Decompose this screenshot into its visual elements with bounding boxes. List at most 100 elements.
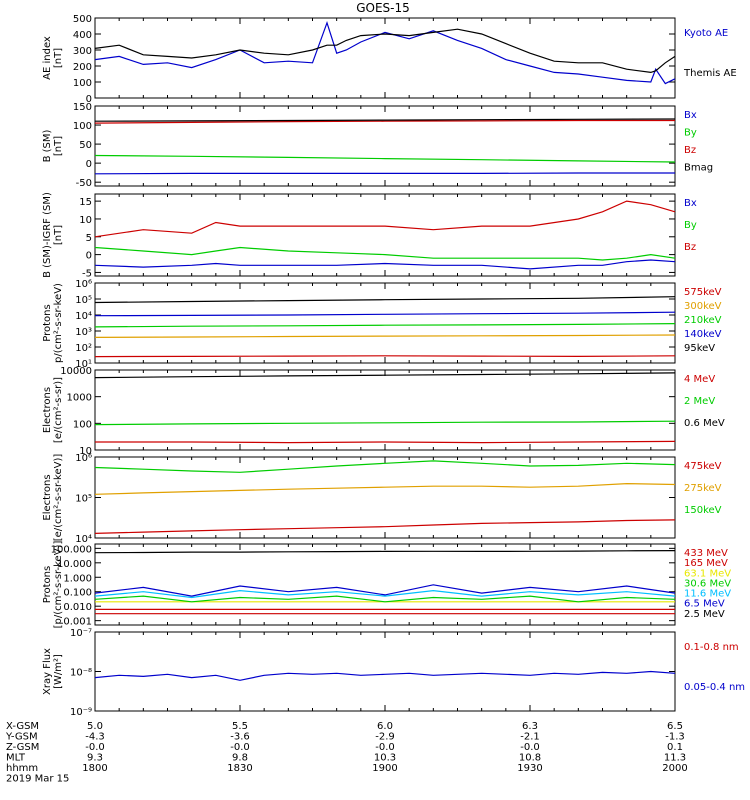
y-tick-label: 10²: [75, 343, 92, 354]
y-tick-label: 5: [86, 233, 92, 244]
y-tick-label: 0: [86, 159, 92, 170]
panel-6: 10⁴ 10⁵ 10⁶ Electrons [e/(cm²-s-sr-keV)] 475k…: [42, 453, 722, 545]
legend-label-2: 165 MeV: [684, 558, 728, 569]
series-line-2: [94, 482, 676, 495]
time-axis-footer: X-GSM 5.0 5.5 6.0 6.3 6.5 Y-GSM -4.3 -3.6 -2.9 -2.…: [5, 721, 688, 785]
y-tick-label: 15: [79, 197, 92, 208]
footer-value: 9.8: [232, 753, 248, 764]
y-axis-label: [nT]: [53, 225, 64, 245]
panel-frame: [94, 631, 676, 712]
y-axis-label: [p/(cm²-s-sr-keV)]: [53, 541, 64, 629]
y-axis-label: Protons: [42, 566, 53, 603]
footer-row-label: X-GSM: [6, 721, 39, 732]
footer-row-label: Z-GSM: [6, 742, 39, 753]
legend-label-3: Bz: [684, 145, 696, 156]
y-tick-label: 500: [73, 14, 92, 25]
y-tick-label: 10⁵: [75, 295, 92, 306]
y-tick-label: 10⁴: [75, 311, 92, 322]
legend-label-7: 2.5 MeV: [684, 609, 725, 620]
panel-frame: [94, 456, 676, 539]
y-tick-label: 0: [86, 94, 92, 105]
footer-value: -1.3: [665, 732, 685, 743]
y-tick-label: 100: [73, 78, 92, 89]
series-line-1: [94, 20, 676, 85]
legend-label-4: 30.6 MeV: [684, 578, 731, 589]
series-line-2: [94, 670, 676, 681]
footer-value: 9.3: [87, 753, 103, 764]
series-line-1: [94, 519, 676, 534]
y-tick-label: 0.001: [63, 617, 92, 628]
legend-label-6: 6.5 MeV: [684, 599, 725, 610]
y-tick-label: 10⁴: [75, 534, 92, 545]
y-axis-label: B (SM): [42, 129, 53, 162]
legend-label-3: Bz: [684, 242, 696, 253]
footer-value: 1900: [372, 763, 397, 774]
y-tick-label: 10⁻⁹: [70, 707, 92, 718]
y-tick-label: 200: [73, 62, 92, 73]
y-tick-label: 150: [73, 102, 92, 113]
series-line-1: [94, 172, 675, 175]
series-line-2: [94, 420, 676, 426]
series-line-3: [94, 372, 676, 379]
series-line-5: [94, 589, 676, 599]
footer-date: 2019 Mar 15: [6, 774, 69, 785]
legend-label-2: 2 MeV: [684, 396, 715, 407]
y-tick-label: 50: [79, 140, 92, 151]
legend-label-3: 63.1 MeV: [684, 568, 731, 579]
y-tick-label: 10⁶: [75, 279, 92, 290]
y-axis-label: Protons: [42, 304, 53, 341]
panel-8: 10⁻⁹ 10⁻⁸ 10⁻⁷ Xray Flux [W/m²] 0.1-0.8 nm 0.0…: [42, 628, 745, 718]
y-tick-label: 400: [73, 30, 92, 41]
y-axis-label: Electrons: [42, 474, 53, 520]
series-line-3: [94, 323, 676, 328]
y-axis-label: p/(cm²-s-sr-keV): [53, 283, 64, 363]
legend-label-2: By: [684, 220, 697, 231]
y-axis-label: B (SM)-IGRF (SM): [42, 192, 53, 278]
footer-value: -0.0: [375, 742, 395, 753]
panel-frame: [94, 282, 676, 364]
figure-title: GOES-15: [356, 1, 410, 15]
footer-value: -4.3: [85, 732, 105, 743]
series-line-1: [94, 355, 676, 358]
panel-frame: [94, 543, 676, 626]
footer-value: 6.0: [377, 721, 393, 732]
legend-label-2: Themis AE: [683, 68, 737, 79]
series-line-3: [94, 460, 676, 473]
y-tick-label: 10000: [60, 366, 92, 377]
footer-value: 5.0: [87, 721, 103, 732]
legend-label-4: Bmag: [684, 163, 713, 174]
footer-value: 11.3: [664, 753, 686, 764]
series-line-2: [94, 28, 676, 74]
series-line-6: [94, 584, 676, 597]
footer-row-label: Y-GSM: [5, 732, 38, 743]
series-line-4: [94, 311, 676, 317]
footer-value: 6.5: [667, 721, 683, 732]
footer-value: -2.9: [375, 732, 395, 743]
y-tick-label: 100: [73, 419, 92, 430]
footer-value: 2000: [662, 763, 687, 774]
legend-label-1: 0.1-0.8 nm: [684, 642, 739, 653]
footer-value: 1800: [82, 763, 107, 774]
legend-label-2: 275keV: [684, 483, 722, 494]
footer-value: -3.6: [230, 732, 250, 743]
legend-label-5: 11.6 MeV: [684, 589, 731, 600]
y-tick-label: 0.010: [63, 602, 92, 613]
footer-value: 10.3: [374, 753, 396, 764]
panel-5: 10 100 1000 10000 Electrons [e/(cm²-s-sr)] 4 M…: [42, 366, 725, 457]
legend-label-1: Bx: [684, 198, 697, 209]
series-line-3: [94, 200, 676, 238]
series-line-2: [94, 334, 676, 338]
series-line-7: [94, 549, 676, 554]
y-tick-label: -50: [76, 178, 92, 189]
y-tick-label: -5: [82, 268, 92, 279]
y-axis-label: [e/(cm²-s-sr)]: [53, 377, 64, 443]
y-tick-label: 10⁶: [75, 453, 92, 464]
legend-label-3: 0.6 MeV: [684, 418, 725, 429]
y-axis-label: AE index: [42, 36, 53, 80]
panel-4: 10¹ 10² 10³ 10⁴ 10⁵ 10⁶ Protons p/(cm²-s-sr-keV…: [42, 279, 722, 370]
footer-value: 6.3: [522, 721, 538, 732]
y-tick-label: 10⁵: [75, 494, 92, 505]
footer-row-label: hhmm: [6, 763, 38, 774]
series-line-1: [94, 259, 676, 270]
